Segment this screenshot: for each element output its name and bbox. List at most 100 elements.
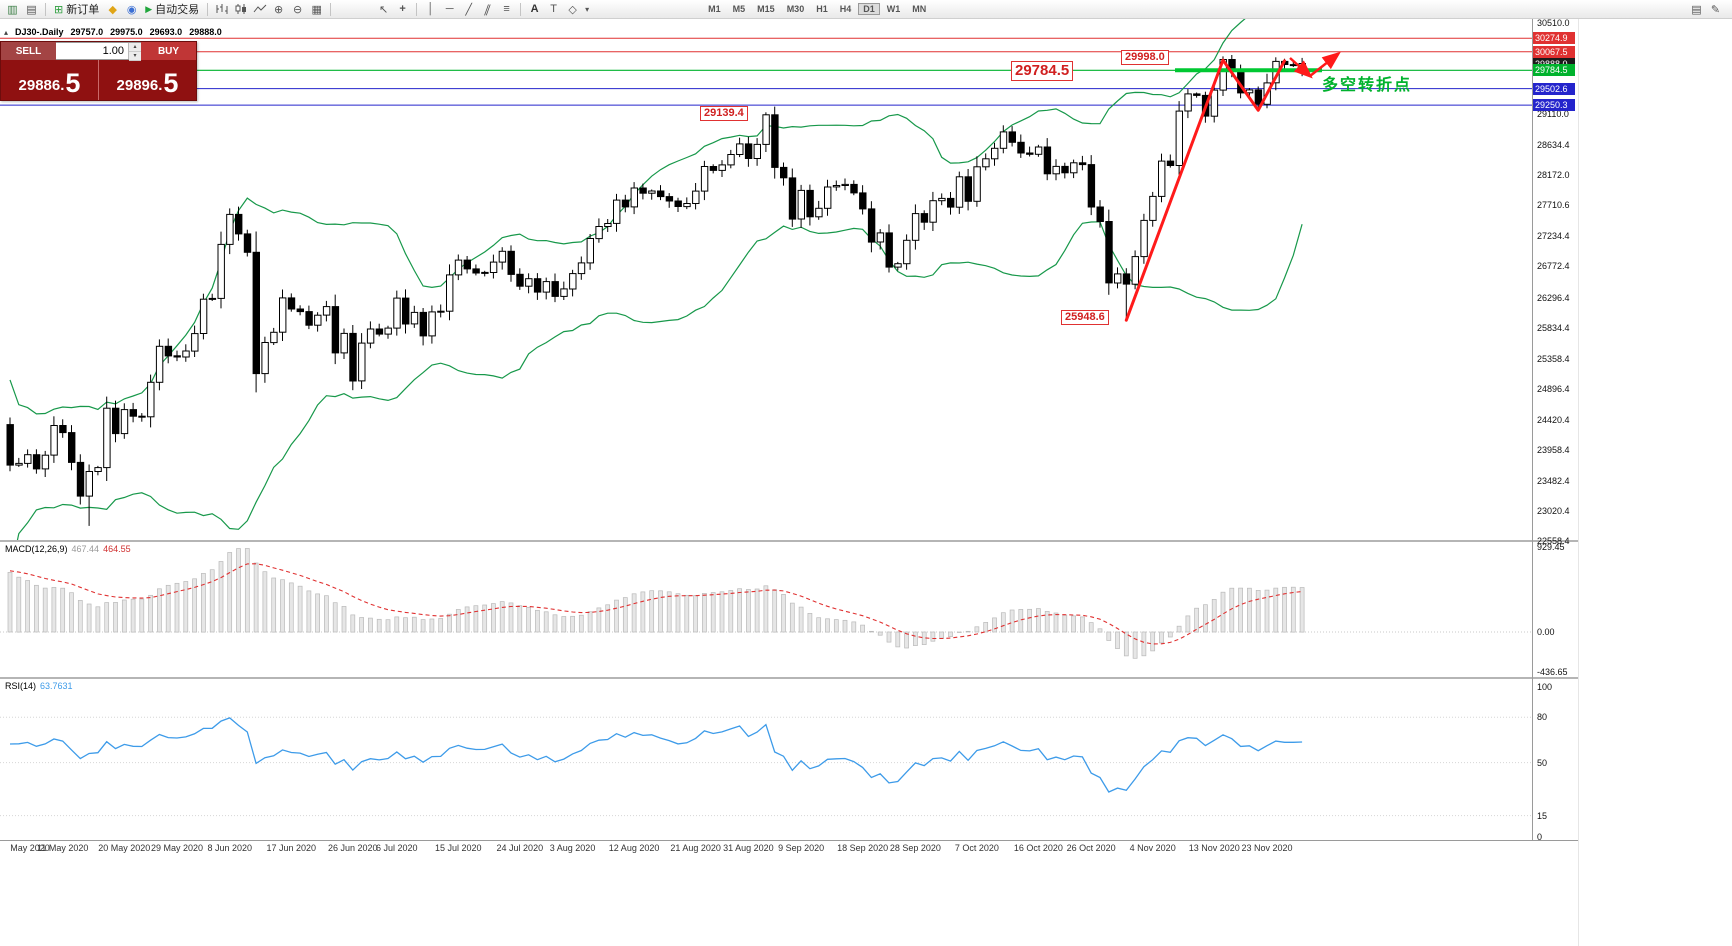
date-axis-line [0, 840, 1578, 841]
price-annotation-29998[interactable]: 29998.0 [1121, 50, 1169, 65]
chart-close-value: 29888.0 [189, 27, 222, 37]
chart-symbol-period: DJ30-.Daily [15, 27, 64, 37]
price-scale-label: 24896.4 [1537, 384, 1570, 394]
tf-h1-button[interactable]: H1 [816, 4, 828, 14]
date-label: 8 Jun 2020 [207, 843, 253, 853]
tf-d1-button[interactable]: D1 [858, 3, 880, 15]
volume-down-icon[interactable]: ▾ [129, 52, 141, 61]
date-label: 12 Aug 2020 [608, 843, 660, 853]
label-tool-icon[interactable]: T [550, 3, 557, 15]
auto-trading-button[interactable]: ▶ 自动交易 [141, 1, 203, 17]
text-tool-icon[interactable]: A [530, 3, 539, 15]
new-chart-icon[interactable]: ▥ [7, 3, 18, 16]
sell-price[interactable]: 29886. 5 [1, 60, 99, 100]
forecast-arrow-1[interactable] [1289, 57, 1313, 79]
tf-m15-button[interactable]: M15 [757, 4, 775, 14]
crosshair-icon[interactable]: + [399, 3, 406, 15]
tf-w1-button[interactable]: W1 [886, 4, 901, 14]
price-annotation-29139[interactable]: 29139.4 [700, 106, 748, 121]
date-label: 16 Oct 2020 [1013, 843, 1063, 853]
trend-zigzag-line[interactable] [1124, 58, 1286, 322]
panel-collapse-icon[interactable]: ▴ [4, 27, 9, 37]
experts-icon[interactable]: ◉ [126, 3, 137, 16]
rsi-panel[interactable] [0, 679, 1532, 840]
chart-low-value: 29693.0 [149, 27, 183, 37]
date-label: 4 Nov 2020 [1129, 843, 1176, 853]
price-annotation-29784[interactable]: 29784.5 [1011, 61, 1074, 81]
sell-price-main: 29886. [18, 77, 65, 94]
sell-price-pip: 5 [65, 68, 81, 98]
tf-m30-button[interactable]: M30 [786, 4, 805, 14]
bollinger-bands [9, 18, 1303, 540]
vertical-line-icon[interactable]: │ [427, 3, 435, 15]
chart-window-edge [1578, 18, 1579, 946]
zoom-out-icon[interactable]: ⊖ [293, 3, 303, 16]
tf-m1-button[interactable]: M1 [708, 4, 721, 14]
volume-value[interactable]: 1.00 [102, 45, 124, 57]
date-label: 21 Aug 2020 [670, 843, 721, 853]
fibonacci-icon[interactable]: ≡ [503, 3, 510, 15]
candlestick-chart-icon[interactable] [232, 2, 249, 17]
horizontal-line-icon[interactable]: ─ [445, 3, 454, 15]
toolbar: ▥ ▤ ⊞ 新订单 ◆ ◉ ▶ 自动交易 ⊕ ⊖ ▦ ↖ + │ ─ ╱ ∥ ≡… [0, 0, 1732, 19]
macd-panel[interactable] [0, 542, 1532, 677]
tf-mn-button[interactable]: MN [912, 4, 927, 14]
bar-chart-icon[interactable] [213, 2, 230, 17]
buy-price-pip: 5 [163, 68, 179, 98]
price-badge: 29784.5 [1533, 64, 1575, 76]
date-label: 17 Jun 2020 [266, 843, 317, 853]
profiles-icon[interactable]: ▤ [26, 3, 37, 16]
buy-price[interactable]: 29896. 5 [99, 60, 196, 100]
buy-price-main: 29896. [116, 77, 163, 94]
forecast-arrow-2[interactable] [1309, 51, 1341, 77]
volume-input[interactable]: 1.00 ▴ ▾ [56, 42, 141, 61]
one-click-trading-panel: SELL 1.00 ▴ ▾ BUY 29886. 5 29896. 5 [0, 41, 197, 101]
price-scale-label: 27710.6 [1537, 200, 1570, 210]
rsi-scale-label: 50 [1537, 758, 1548, 768]
sell-button[interactable]: SELL [1, 42, 56, 60]
candles [6, 55, 1306, 526]
main-chart[interactable] [0, 18, 1532, 540]
date-label: 31 Aug 2020 [723, 843, 774, 853]
toolbar-separator [45, 2, 46, 16]
panel-splitter-rsi[interactable] [0, 677, 1578, 679]
date-label: 3 Aug 2020 [549, 843, 596, 853]
metaeditor-icon[interactable]: ◆ [108, 3, 117, 16]
buy-button[interactable]: BUY [141, 42, 196, 60]
price-scale-border [1532, 18, 1533, 840]
date-label: 11 May 2020 [37, 843, 89, 853]
zoom-in-icon[interactable]: ⊕ [274, 3, 284, 16]
price-scale-label: 24420.4 [1537, 415, 1570, 425]
tile-windows-icon[interactable]: ▦ [311, 3, 322, 16]
rsi-value: 63.7631 [40, 681, 73, 691]
docked-edit-icon[interactable]: ✎ [1710, 3, 1721, 16]
date-label: 26 Oct 2020 [1066, 843, 1116, 853]
price-scale-label: 23958.4 [1537, 445, 1570, 455]
line-chart-icon[interactable] [251, 2, 268, 17]
auto-trading-label: 自动交易 [155, 4, 200, 16]
price-scale-label: 25834.4 [1537, 323, 1570, 333]
cursor-icon[interactable]: ↖ [379, 3, 389, 16]
channel-icon[interactable]: ∥ [482, 3, 493, 16]
price-annotation-25948[interactable]: 25948.6 [1061, 310, 1109, 325]
pivot-text-annotation[interactable]: 多空转折点 [1322, 77, 1413, 94]
date-axis[interactable]: May 2020 11 May 2020 20 May 2020 29 May 202… [0, 843, 1532, 857]
date-label: 28 Sep 2020 [889, 843, 941, 853]
trendline-icon[interactable]: ╱ [465, 3, 472, 16]
shapes-icon[interactable]: ◇ [568, 3, 577, 16]
timeframe-toolbar: M1 M5 M15 M30 H1 H4 D1 W1 MN [702, 3, 932, 15]
shapes-dropdown-caret-icon[interactable]: ▾ [585, 4, 590, 14]
date-label: 26 Jun 2020 [328, 843, 378, 853]
price-badge: 30067.5 [1533, 46, 1575, 58]
macd-scale-label: 929.45 [1537, 542, 1565, 552]
tf-m5-button[interactable]: M5 [732, 4, 746, 14]
new-order-button[interactable]: ⊞ 新订单 [50, 1, 103, 17]
panel-splitter-macd[interactable] [0, 540, 1578, 542]
rsi-scale-label: 15 [1537, 811, 1548, 821]
tf-h4-button[interactable]: H4 [839, 4, 852, 14]
date-label: 9 Sep 2020 [778, 843, 825, 853]
volume-up-icon[interactable]: ▴ [129, 43, 141, 52]
price-badge: 29250.3 [1533, 99, 1575, 111]
docked-page-icon[interactable]: ▤ [1691, 3, 1702, 16]
date-label: 6 Jul 2020 [375, 843, 418, 853]
